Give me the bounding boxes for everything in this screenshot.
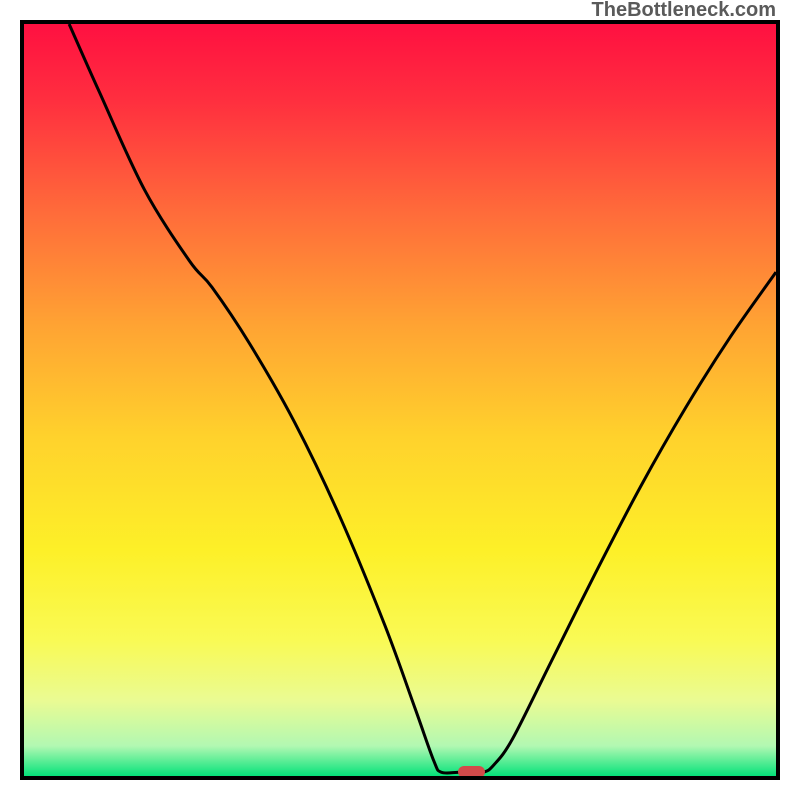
chart-container: TheBottleneck.com xyxy=(0,0,800,800)
plot-area xyxy=(20,20,780,780)
optimal-point-marker xyxy=(458,766,484,778)
watermark-text: TheBottleneck.com xyxy=(592,0,776,20)
bottleneck-curve xyxy=(24,24,776,776)
